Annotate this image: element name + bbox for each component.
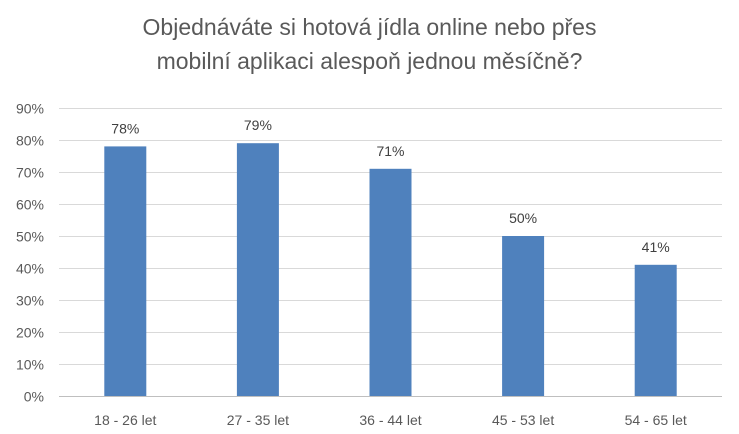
bar [634, 264, 677, 396]
x-axis-ticks: 18 - 26 let 27 - 35 let 36 - 44 let 45 - 53… [94, 412, 687, 428]
y-tick-label: 90% [16, 101, 44, 117]
y-tick-label: 40% [16, 261, 44, 277]
y-tick-label: 70% [16, 165, 44, 181]
y-tick-label: 50% [16, 229, 44, 245]
y-tick-label: 0% [24, 389, 44, 405]
bar [236, 143, 279, 396]
y-tick-label: 30% [16, 293, 44, 309]
y-tick-label: 10% [16, 357, 44, 373]
x-tick-label: 27 - 35 let [227, 412, 289, 428]
y-axis-ticks: 0% 10% 20% 30% 40% 50% 60% 70% 80% 90% [16, 101, 44, 405]
y-tick-label: 80% [16, 133, 44, 149]
x-tick-label: 54 - 65 let [625, 412, 687, 428]
chart-title-line-1: Objednáváte si hotová jídla online nebo … [142, 14, 597, 40]
data-label: 71% [376, 143, 404, 159]
x-tick-label: 18 - 26 let [94, 412, 156, 428]
data-label: 41% [642, 239, 670, 255]
bar [502, 236, 545, 396]
x-tick-label: 45 - 53 let [492, 412, 554, 428]
chart-title: Objednáváte si hotová jídla online nebo … [0, 10, 739, 78]
data-label: 50% [509, 210, 537, 226]
bar [369, 168, 412, 396]
data-label: 78% [111, 120, 139, 136]
bar [104, 146, 147, 396]
y-tick-label: 20% [16, 325, 44, 341]
data-label: 79% [244, 117, 272, 133]
data-labels: 78% 79% 71% 50% 41% [111, 117, 669, 255]
bars [104, 143, 677, 396]
y-tick-label: 60% [16, 197, 44, 213]
chart-title-line-2: mobilní aplikaci alespoň jednou měsíčně? [156, 48, 583, 74]
x-tick-label: 36 - 44 let [359, 412, 421, 428]
